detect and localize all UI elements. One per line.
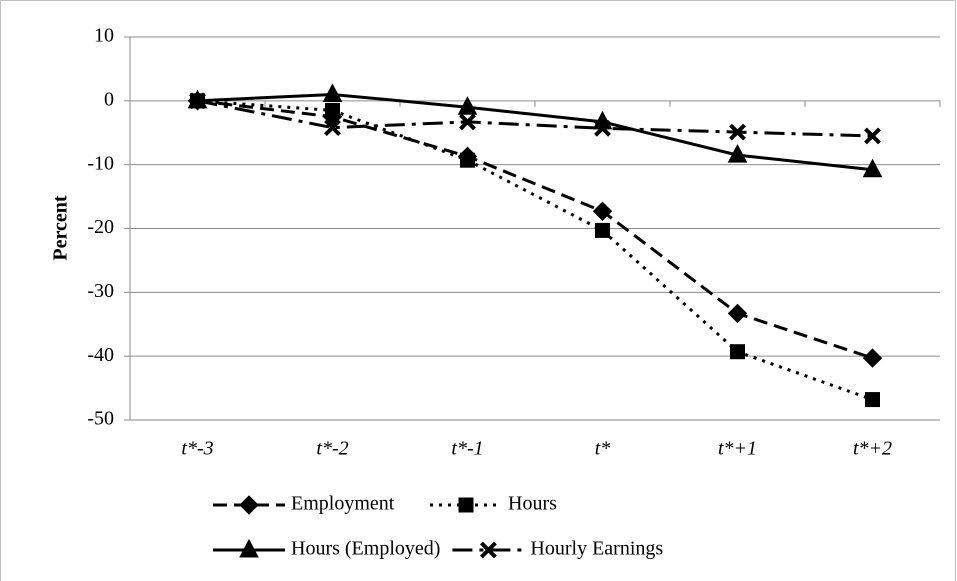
x-tick-label: t* (595, 438, 611, 460)
x-tick-label: t*-1 (451, 438, 483, 460)
marker (865, 392, 880, 408)
legend-label: Employment (291, 493, 395, 515)
series-line (197, 99, 873, 360)
y-tick-label: -10 (87, 152, 114, 174)
series-line (197, 99, 874, 401)
x-tick-label: t*-3 (181, 438, 213, 460)
x-tick-label: t*+2 (853, 438, 892, 460)
legend-label: Hours (Employed) (291, 538, 440, 560)
legend-label: Hourly Earnings (530, 538, 663, 560)
y-tick-label: -20 (87, 216, 114, 238)
legend-marker (239, 495, 259, 515)
y-tick-label: -40 (87, 344, 114, 366)
legend-item: Employment (213, 493, 395, 515)
marker (595, 222, 610, 238)
y-tick-label: -30 (87, 280, 114, 302)
marker (862, 158, 883, 178)
marker (325, 102, 340, 118)
marker (459, 113, 476, 131)
marker (594, 119, 611, 137)
legend-label: Hours (508, 493, 557, 515)
y-tick-label: 0 (104, 88, 114, 110)
legend-item: Hours (Employed) (213, 538, 440, 560)
y-tick-label: 10 (94, 25, 114, 47)
y-axis-label: Percent (50, 195, 72, 260)
marker (727, 303, 748, 324)
legend-item: Hourly Earnings (452, 538, 663, 560)
legend-marker (458, 497, 474, 513)
series-line (197, 92, 873, 172)
marker (189, 92, 206, 110)
marker (324, 119, 341, 137)
marker (729, 123, 746, 141)
legend-item: Hours (430, 493, 557, 515)
marker (730, 344, 745, 360)
marker (460, 152, 475, 168)
marker (862, 348, 883, 368)
marker (864, 127, 881, 145)
legend-marker (239, 538, 259, 558)
marker (727, 144, 748, 163)
series-line (197, 99, 873, 138)
marker (457, 96, 478, 115)
marker (592, 201, 613, 221)
marker (322, 83, 343, 102)
y-tick-label: -50 (87, 408, 114, 430)
x-tick-label: t*-2 (316, 438, 348, 460)
x-tick-label: t*+1 (718, 438, 757, 460)
legend-marker (480, 541, 497, 559)
